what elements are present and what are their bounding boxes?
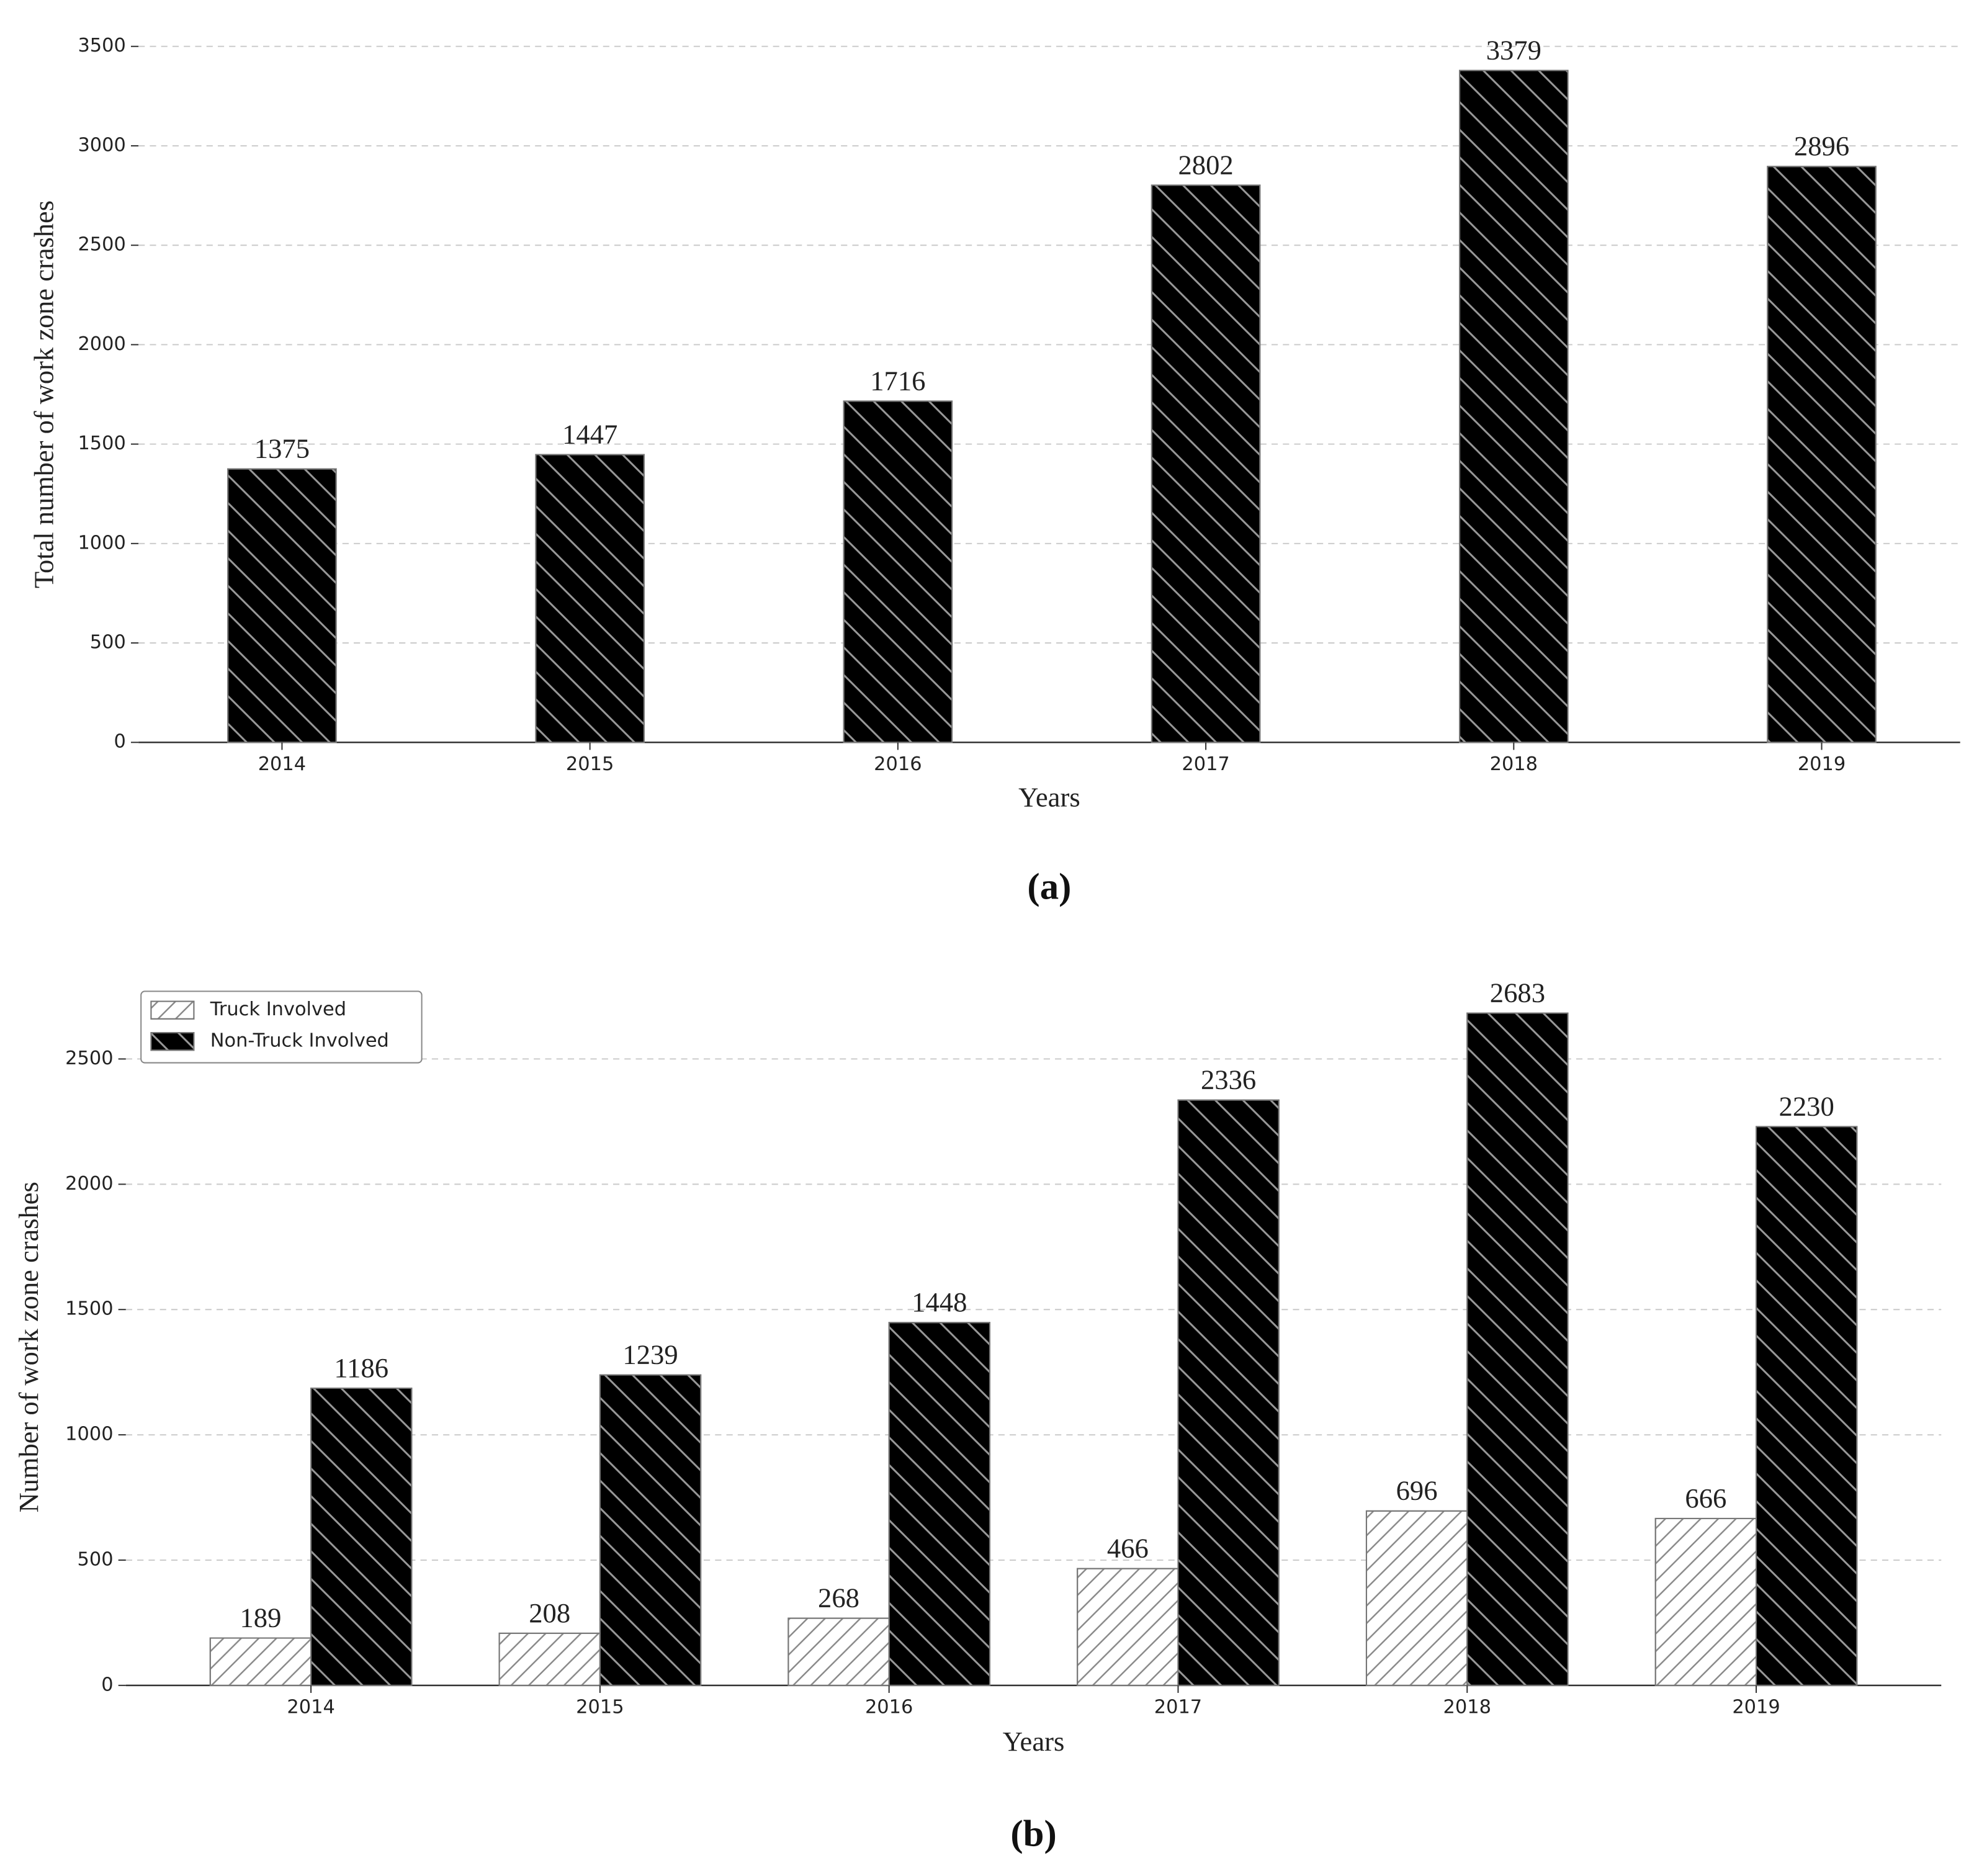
data-label: 466 <box>1107 1533 1149 1564</box>
x-tick-label: 2014 <box>258 753 306 775</box>
y-tick-label: 2000 <box>78 333 125 355</box>
data-label: 208 <box>529 1597 570 1628</box>
bar-hatch <box>843 400 953 743</box>
data-label: 1716 <box>870 365 925 396</box>
y-tick-label: 1500 <box>65 1298 113 1320</box>
x-tick-label: 2017 <box>1182 753 1229 775</box>
bar-hatch <box>498 1632 601 1686</box>
bar-hatch <box>1756 1126 1858 1686</box>
data-label: 189 <box>240 1602 281 1633</box>
y-tick-label: 2000 <box>65 1173 113 1195</box>
bar-hatch <box>888 1322 990 1686</box>
y-axis-label: Total number of work zone crashes <box>28 200 59 588</box>
data-label: 1186 <box>334 1352 388 1383</box>
x-tick-label: 2017 <box>1154 1697 1202 1718</box>
x-axis-label: Years <box>1018 781 1080 812</box>
x-tick-label: 2015 <box>576 1697 624 1718</box>
y-tick-label: 1500 <box>78 433 125 454</box>
data-label: 1375 <box>254 433 310 464</box>
x-axis-label: Years <box>1003 1726 1065 1757</box>
bar-hatch <box>599 1374 702 1686</box>
data-label: 268 <box>818 1582 859 1613</box>
bar-hatch <box>1459 70 1569 743</box>
caption: (b) <box>1010 1813 1056 1854</box>
bar-hatch <box>787 1617 890 1686</box>
bar-hatch <box>1151 184 1261 743</box>
legend-label: Truck Involved <box>210 999 346 1020</box>
y-tick-label: 500 <box>78 1549 114 1571</box>
legend-label: Non-Truck Involved <box>210 1030 389 1052</box>
x-tick-label: 2016 <box>874 753 922 775</box>
data-label: 2230 <box>1779 1090 1834 1121</box>
y-tick-label: 0 <box>101 1674 113 1695</box>
legend-swatch-hatch <box>150 1000 195 1020</box>
legend-swatch-hatch <box>150 1032 195 1051</box>
bar-hatch <box>209 1637 312 1686</box>
x-tick-label: 2015 <box>566 753 614 775</box>
data-label: 2336 <box>1201 1064 1256 1095</box>
y-tick-label: 2500 <box>78 234 125 256</box>
legend-box <box>140 990 423 1064</box>
data-label: 3379 <box>1486 35 1541 66</box>
bar-hatch <box>535 454 645 743</box>
bar-hatch <box>1767 166 1877 743</box>
data-label: 666 <box>1685 1483 1726 1514</box>
x-tick-label: 2014 <box>287 1697 334 1718</box>
y-tick-label: 2500 <box>65 1048 113 1069</box>
y-tick-label: 500 <box>90 632 126 653</box>
bar-hatch <box>1654 1517 1757 1686</box>
data-label: 2802 <box>1178 149 1233 180</box>
bar-hatch <box>1466 1012 1569 1686</box>
bar-hatch <box>227 468 337 743</box>
x-tick-label: 2018 <box>1490 753 1538 775</box>
y-axis-label: Number of work zone crashes <box>13 1182 44 1512</box>
data-label: 1239 <box>622 1339 678 1370</box>
y-tick-label: 1000 <box>65 1424 113 1445</box>
bar-hatch <box>1077 1568 1179 1686</box>
data-label: 2683 <box>1490 977 1545 1008</box>
bar-hatch <box>310 1387 413 1686</box>
bar-hatch <box>1177 1099 1280 1686</box>
y-tick-label: 0 <box>114 731 126 753</box>
y-tick-label: 3500 <box>78 35 125 56</box>
data-label: 1447 <box>562 419 617 450</box>
x-tick-label: 2019 <box>1732 1697 1780 1718</box>
x-tick-label: 2018 <box>1443 1697 1491 1718</box>
bar-hatch <box>1365 1510 1468 1686</box>
data-label: 1448 <box>912 1286 967 1317</box>
x-tick-label: 2019 <box>1798 753 1846 775</box>
y-tick-label: 1000 <box>78 532 125 554</box>
data-label: 2896 <box>1794 130 1849 161</box>
data-label: 696 <box>1396 1475 1438 1506</box>
y-tick-label: 3000 <box>78 135 125 156</box>
x-tick-label: 2016 <box>865 1697 913 1718</box>
caption: (a) <box>1027 866 1071 908</box>
